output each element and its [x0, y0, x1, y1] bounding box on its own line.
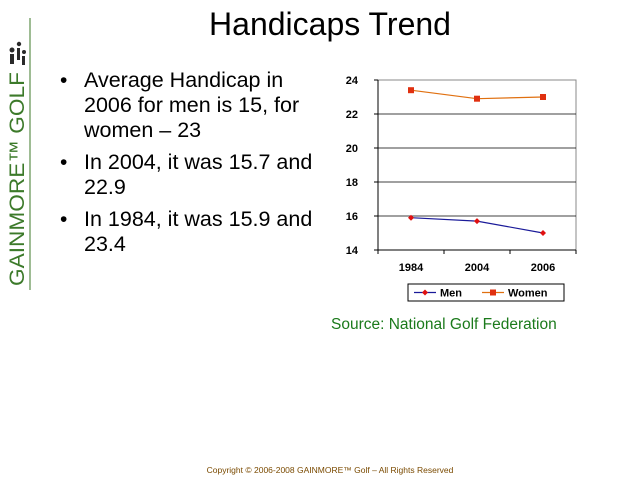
logo-text: GAINMORE™ GOLF [6, 72, 29, 286]
data-point-women [408, 87, 414, 94]
chart-svg: 14 16 18 20 22 24 1984 2004 2006 Men Women [346, 75, 577, 302]
data-point-men [408, 214, 414, 221]
bullet-item: • Average Handicap in 2006 for men is 15,… [58, 68, 328, 143]
data-point-men [474, 218, 480, 225]
bullet-dot-icon: • [60, 208, 68, 231]
data-point-women [474, 95, 480, 102]
bullet-dot-icon: • [60, 69, 68, 92]
bullet-item: • In 2004, it was 15.7 and 22.9 [58, 150, 328, 200]
y-tick-label: 20 [346, 143, 358, 155]
legend-label: Women [508, 288, 548, 300]
data-point-women [540, 94, 546, 100]
y-tick-label: 14 [346, 245, 359, 257]
bullet-text: Average Handicap in 2006 for men is 15, … [84, 68, 300, 142]
plot-area [377, 79, 577, 251]
legend-marker [490, 289, 496, 296]
x-tick-label: 2006 [531, 262, 555, 274]
y-tick-label: 24 [346, 75, 359, 87]
handicap-line-chart: 14 16 18 20 22 24 1984 2004 2006 Men Women [330, 62, 580, 312]
x-tick-label: 1984 [399, 262, 424, 274]
slide-title: Handicaps Trend [209, 6, 451, 42]
bullet-text: In 2004, it was 15.7 and 22.9 [84, 150, 313, 199]
copyright-footer: Copyright © 2006-2008 GAINMORE™ Golf – A… [206, 465, 454, 475]
gainmore-golf-logo: GAINMORE™ GOLF [0, 14, 36, 290]
data-point-men [540, 230, 546, 236]
source-note: Source: National Golf Federation [331, 316, 557, 333]
y-tick-label: 16 [346, 211, 358, 223]
bullet-list: • Average Handicap in 2006 for men is 15,… [58, 68, 328, 264]
logo-graphic: GAINMORE™ GOLF [6, 18, 31, 290]
bullet-item: • In 1984, it was 15.9 and 23.4 [58, 207, 328, 257]
y-tick-label: 22 [346, 109, 358, 121]
legend-label: Men [440, 288, 462, 300]
x-tick-label: 2004 [465, 262, 490, 274]
y-tick-label: 18 [346, 177, 358, 189]
bullet-dot-icon: • [60, 151, 68, 174]
bullet-text: In 1984, it was 15.9 and 23.4 [84, 207, 313, 256]
legend-marker [422, 289, 428, 296]
